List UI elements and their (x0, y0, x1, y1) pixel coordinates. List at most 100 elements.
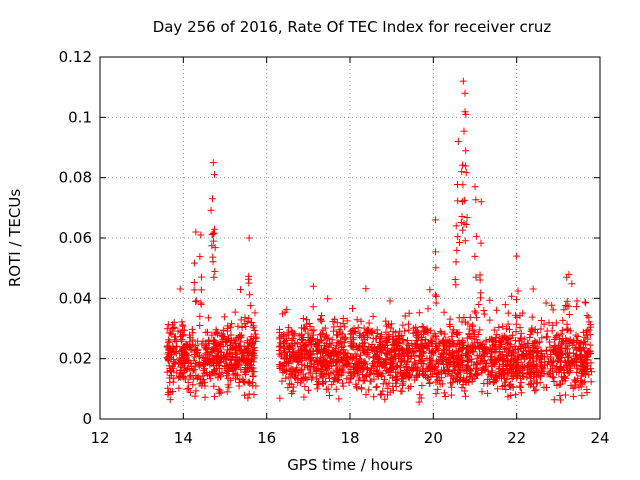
data-point (245, 314, 253, 322)
data-point (486, 344, 494, 352)
data-point (412, 372, 420, 380)
data-point (434, 385, 442, 393)
data-point (429, 347, 437, 355)
data-point (164, 355, 172, 363)
data-point (557, 330, 565, 338)
data-point (454, 233, 462, 241)
data-point (565, 310, 573, 318)
data-point (307, 355, 315, 363)
data-point (507, 334, 515, 342)
data-point (165, 388, 173, 396)
data-point (582, 340, 590, 348)
data-point (512, 311, 520, 319)
data-point (310, 363, 318, 371)
data-point (398, 332, 406, 340)
data-point (238, 323, 246, 331)
y-tick-label: 0.1 (68, 108, 92, 126)
data-point (480, 306, 488, 314)
data-point (348, 304, 356, 312)
data-point (203, 346, 211, 354)
data-point (183, 385, 191, 393)
data-point (192, 387, 200, 395)
data-point (578, 392, 586, 400)
data-point (372, 334, 380, 342)
data-point (526, 358, 534, 366)
data-point (414, 363, 422, 371)
data-point (199, 376, 207, 384)
data-point (572, 345, 580, 353)
data-point (554, 349, 562, 357)
data-point (276, 364, 284, 372)
y-tick-label: 0.02 (59, 350, 92, 368)
data-point (379, 387, 387, 395)
data-point (213, 352, 221, 360)
data-point (245, 356, 253, 364)
data-point (513, 252, 521, 260)
data-point (211, 267, 219, 275)
data-point (432, 344, 440, 352)
data-point (292, 371, 300, 379)
data-point (488, 367, 496, 375)
data-point (329, 318, 337, 326)
data-point (352, 360, 360, 368)
data-point (528, 327, 536, 335)
data-point (491, 349, 499, 357)
data-point (240, 378, 248, 386)
data-point (466, 325, 474, 333)
data-point (382, 322, 390, 330)
data-point (535, 369, 543, 377)
data-point (298, 335, 306, 343)
data-point (330, 327, 338, 335)
data-point (439, 352, 447, 360)
data-point (468, 355, 476, 363)
data-point (333, 376, 341, 384)
data-point (376, 391, 384, 399)
data-point (237, 334, 245, 342)
data-point (282, 366, 290, 374)
data-point (458, 198, 466, 206)
data-point (182, 343, 190, 351)
data-point (470, 333, 478, 341)
data-point (207, 206, 215, 214)
data-point (357, 317, 365, 325)
data-point (194, 337, 202, 345)
data-point (285, 331, 293, 339)
data-point (401, 366, 409, 374)
data-point (378, 343, 386, 351)
x-tick-label: 12 (90, 429, 109, 447)
data-point (184, 385, 192, 393)
data-point (582, 370, 590, 378)
data-point (523, 353, 531, 361)
data-point (573, 358, 581, 366)
data-point (241, 320, 249, 328)
data-point (474, 331, 482, 339)
data-point (373, 383, 381, 391)
data-point (476, 294, 484, 302)
data-point (300, 393, 308, 401)
data-point (431, 332, 439, 340)
data-point (339, 354, 347, 362)
data-point (281, 354, 289, 362)
data-point (550, 396, 558, 404)
data-point (374, 362, 382, 370)
data-point (558, 340, 566, 348)
data-point (196, 322, 204, 330)
data-points (163, 77, 596, 406)
data-point (351, 350, 359, 358)
data-point (450, 349, 458, 357)
data-point (462, 110, 470, 118)
data-point (472, 196, 480, 204)
data-point (389, 328, 397, 336)
data-point (520, 352, 528, 360)
data-point (518, 369, 526, 377)
data-point (458, 384, 466, 392)
data-point (342, 352, 350, 360)
data-point (426, 379, 434, 387)
data-point (325, 392, 333, 400)
data-point (387, 324, 395, 332)
data-point (457, 219, 465, 227)
data-point (247, 333, 255, 341)
data-point (544, 360, 552, 368)
data-point (431, 216, 439, 224)
data-point (349, 341, 357, 349)
